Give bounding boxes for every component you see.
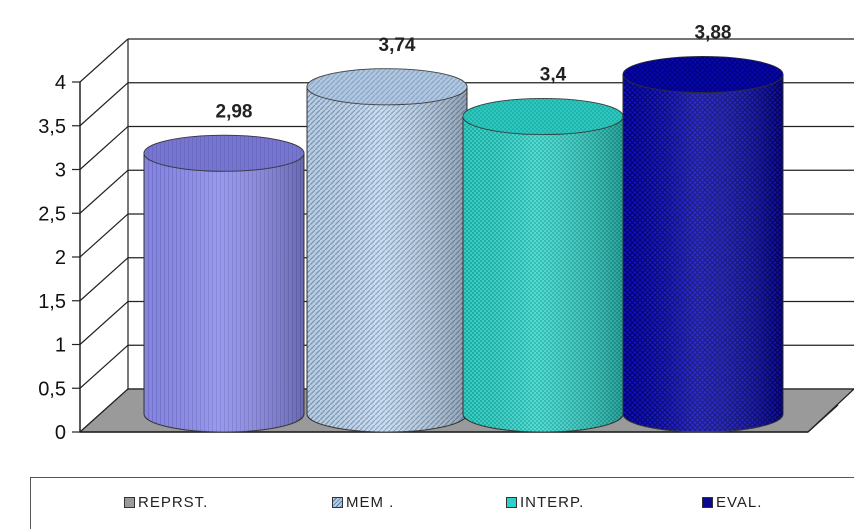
cylinder-bar xyxy=(143,134,305,433)
y-tick-label: 2,5 xyxy=(38,203,66,225)
legend-swatch-interp xyxy=(506,497,517,508)
y-tick-label: 1 xyxy=(55,335,66,357)
cylinder-top-tint xyxy=(144,135,304,172)
y-tick-label: 0,5 xyxy=(38,378,66,400)
cylinder-shading xyxy=(144,153,304,432)
gridline-depth xyxy=(79,213,129,258)
cylinder-top-tint xyxy=(463,98,623,135)
data-labels-group: 2,98 3,74 3,4 3,88 xyxy=(216,23,732,123)
legend-item-reprst: REPRST. xyxy=(124,494,208,511)
data-label: 3,4 xyxy=(540,65,567,86)
data-label: 3,88 xyxy=(695,23,732,44)
cylinder-top-tint xyxy=(307,68,467,105)
y-axis: 0 0,5 1 1,5 2 2,5 3 3,5 4 xyxy=(38,72,808,444)
legend-label: REPRST. xyxy=(138,494,209,511)
cylinder-shading xyxy=(307,86,467,432)
gridline-depth xyxy=(79,126,129,170)
legend-item-mem: MEM . xyxy=(332,494,394,511)
data-label: 3,74 xyxy=(379,35,416,56)
legend-item-interp: INTERP. xyxy=(506,494,584,511)
gridline-depth xyxy=(79,82,129,127)
legend-label: MEM . xyxy=(346,494,395,511)
legend-swatch-mem xyxy=(332,497,343,508)
bars-group xyxy=(143,56,784,433)
legend-swatch-reprst xyxy=(124,497,135,508)
legend-label: INTERP. xyxy=(520,494,585,511)
y-tick-label: 3,5 xyxy=(38,116,66,138)
gridline-depth xyxy=(79,344,129,389)
y-tick-label: 3 xyxy=(55,160,66,182)
cylinder-bar xyxy=(622,56,784,433)
cylinder-top-tint xyxy=(623,56,783,93)
y-tick-label: 4 xyxy=(55,72,66,94)
gridline-depth xyxy=(79,169,129,214)
cylinder-bar xyxy=(462,98,624,433)
legend-label: EVAL. xyxy=(716,494,763,511)
legend-swatch-eval xyxy=(702,497,713,508)
gridline-depth xyxy=(79,301,129,345)
cylinder-shading xyxy=(623,74,783,432)
legend-item-eval: EVAL. xyxy=(702,494,762,511)
cylinder-shading xyxy=(463,116,623,432)
gridline-depth xyxy=(79,257,129,302)
cylinder-top xyxy=(306,68,468,106)
y-tick-label: 2 xyxy=(55,247,66,269)
bar-chart: 0 0,5 1 1,5 2 2,5 3 3,5 4 2,98 3,74 3,4 3,88 xyxy=(38,23,854,444)
data-label: 2,98 xyxy=(216,101,253,122)
legend: REPRST. MEM . INTERP. EVAL. xyxy=(30,477,854,529)
y-tick-label: 0 xyxy=(55,422,66,444)
y-tick-label: 1,5 xyxy=(38,291,66,313)
cylinder-bar xyxy=(306,68,468,433)
cylinder-top xyxy=(143,134,305,172)
floor-edge xyxy=(807,404,839,433)
gridline-depth xyxy=(79,38,129,83)
cylinder-top xyxy=(622,56,784,93)
